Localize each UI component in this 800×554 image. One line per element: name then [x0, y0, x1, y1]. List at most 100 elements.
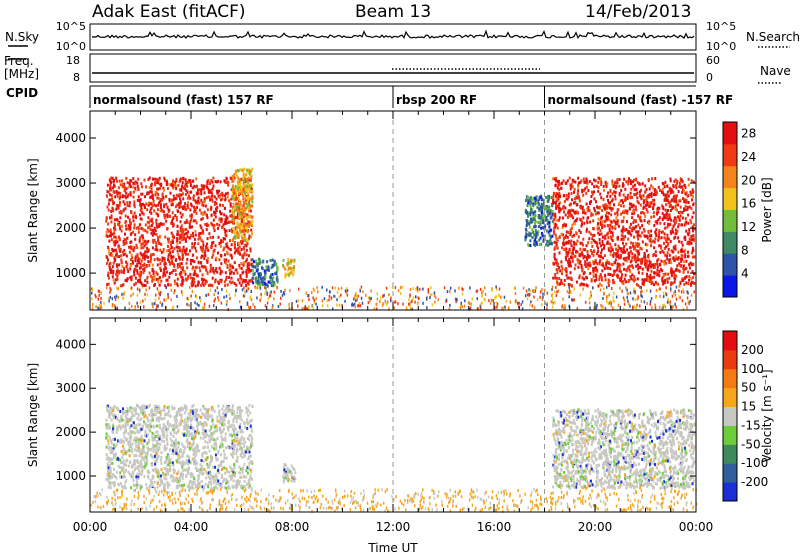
echo-cell: [678, 216, 681, 220]
echo-cell: [242, 239, 245, 243]
scatter-cell: [592, 504, 595, 507]
echo-cell: [233, 198, 236, 202]
echo-cell: [692, 234, 695, 238]
echo-cell: [122, 283, 125, 287]
echo-cell: [595, 184, 598, 188]
echo-cell: [235, 249, 238, 253]
echo-cell: [629, 264, 632, 268]
scatter-cell: [344, 289, 347, 293]
scatter-cell: [370, 289, 372, 293]
echo-cell: [190, 282, 193, 286]
echo-cell: [682, 267, 685, 271]
scatter-cell: [555, 294, 558, 297]
echo-cell: [212, 223, 215, 227]
echo-cell: [195, 221, 198, 225]
echo-cell: [154, 193, 157, 197]
echo-cell: [552, 191, 555, 195]
echo-cell: [170, 240, 173, 244]
echo-cell: [623, 211, 626, 215]
echo-cell: [232, 176, 235, 180]
scatter-cell: [427, 288, 429, 292]
scatter-cell: [271, 304, 274, 308]
echo-cell: [236, 228, 238, 232]
echo-cell: [245, 188, 248, 192]
echo-cell: [587, 267, 590, 271]
echo-cell: [620, 229, 623, 233]
echo-cell: [184, 202, 187, 206]
echo-cell: [217, 179, 219, 183]
scatter-cell: [590, 290, 592, 294]
y-tick-label: 4000: [55, 131, 86, 145]
echo-cell: [623, 277, 626, 281]
scatter-cell: [521, 300, 524, 304]
echo-cell: [239, 252, 242, 256]
echo-cell: [200, 256, 203, 260]
echo-cell: [255, 279, 258, 283]
echo-cell: [595, 244, 598, 248]
echo-cell: [106, 256, 109, 260]
scatter-cell: [568, 506, 570, 510]
echo-cell: [585, 227, 588, 231]
scatter-cell: [321, 304, 324, 308]
echo-cell: [652, 263, 655, 267]
scatter-cell: [481, 498, 483, 502]
scatter-cell: [480, 307, 482, 311]
echo-cell: [195, 211, 198, 215]
scatter-cell: [632, 297, 634, 301]
scatter-cell: [180, 507, 182, 511]
scatter-cell: [495, 295, 497, 299]
echo-cell: [675, 194, 678, 198]
echo-cell: [152, 199, 155, 203]
scatter-cell: [230, 497, 233, 501]
echo-cell: [556, 271, 559, 275]
echo-cell: [602, 184, 605, 188]
echo-cell: [115, 237, 118, 241]
scatter-cell: [385, 286, 388, 290]
scatter-cell: [243, 489, 246, 493]
echo-cell: [173, 279, 176, 283]
echo-cell: [179, 200, 182, 204]
echo-cell: [525, 210, 527, 214]
scatter-cell: [143, 305, 145, 309]
scatter-cell: [146, 293, 149, 297]
echo-cell: [119, 209, 122, 213]
scatter-cell: [669, 287, 672, 291]
echo-cell: [610, 208, 613, 212]
echo-cell: [678, 218, 681, 222]
echo-cell: [663, 241, 665, 245]
echo-cell: [593, 178, 595, 182]
scatter-cell: [176, 294, 178, 298]
scatter-cell: [681, 299, 684, 303]
scatter-cell: [170, 298, 172, 302]
scatter-cell: [260, 296, 262, 300]
echo-cell: [622, 234, 624, 238]
scatter-cell: [459, 306, 462, 310]
echo-cell: [605, 214, 607, 218]
echo-cell: [681, 254, 684, 258]
scatter-cell: [494, 296, 496, 300]
scatter-cell: [578, 492, 581, 496]
scatter-cell: [612, 306, 615, 310]
scatter-cell: [690, 293, 693, 297]
echo-cell: [195, 185, 197, 189]
echo-cell: [613, 190, 616, 194]
scatter-cell: [596, 303, 598, 307]
echo-cell: [115, 176, 118, 180]
echo-cell: [128, 201, 131, 205]
echo-cell: [167, 255, 170, 259]
echo-cell: [692, 190, 695, 194]
echo-cell: [580, 282, 583, 286]
scatter-cell: [679, 296, 681, 300]
echo-cell: [201, 246, 204, 250]
echo-cell: [246, 230, 249, 234]
echo-cell: [678, 269, 681, 273]
echo-cell: [690, 179, 693, 183]
echo-cell: [546, 210, 549, 214]
echo-cell: [123, 266, 125, 270]
scatter-cell: [144, 297, 146, 301]
scatter-cell: [491, 496, 494, 500]
echo-cell: [555, 194, 557, 198]
echo-cell: [133, 283, 136, 287]
echo-cell: [220, 212, 223, 216]
echo-cell: [667, 209, 669, 212]
